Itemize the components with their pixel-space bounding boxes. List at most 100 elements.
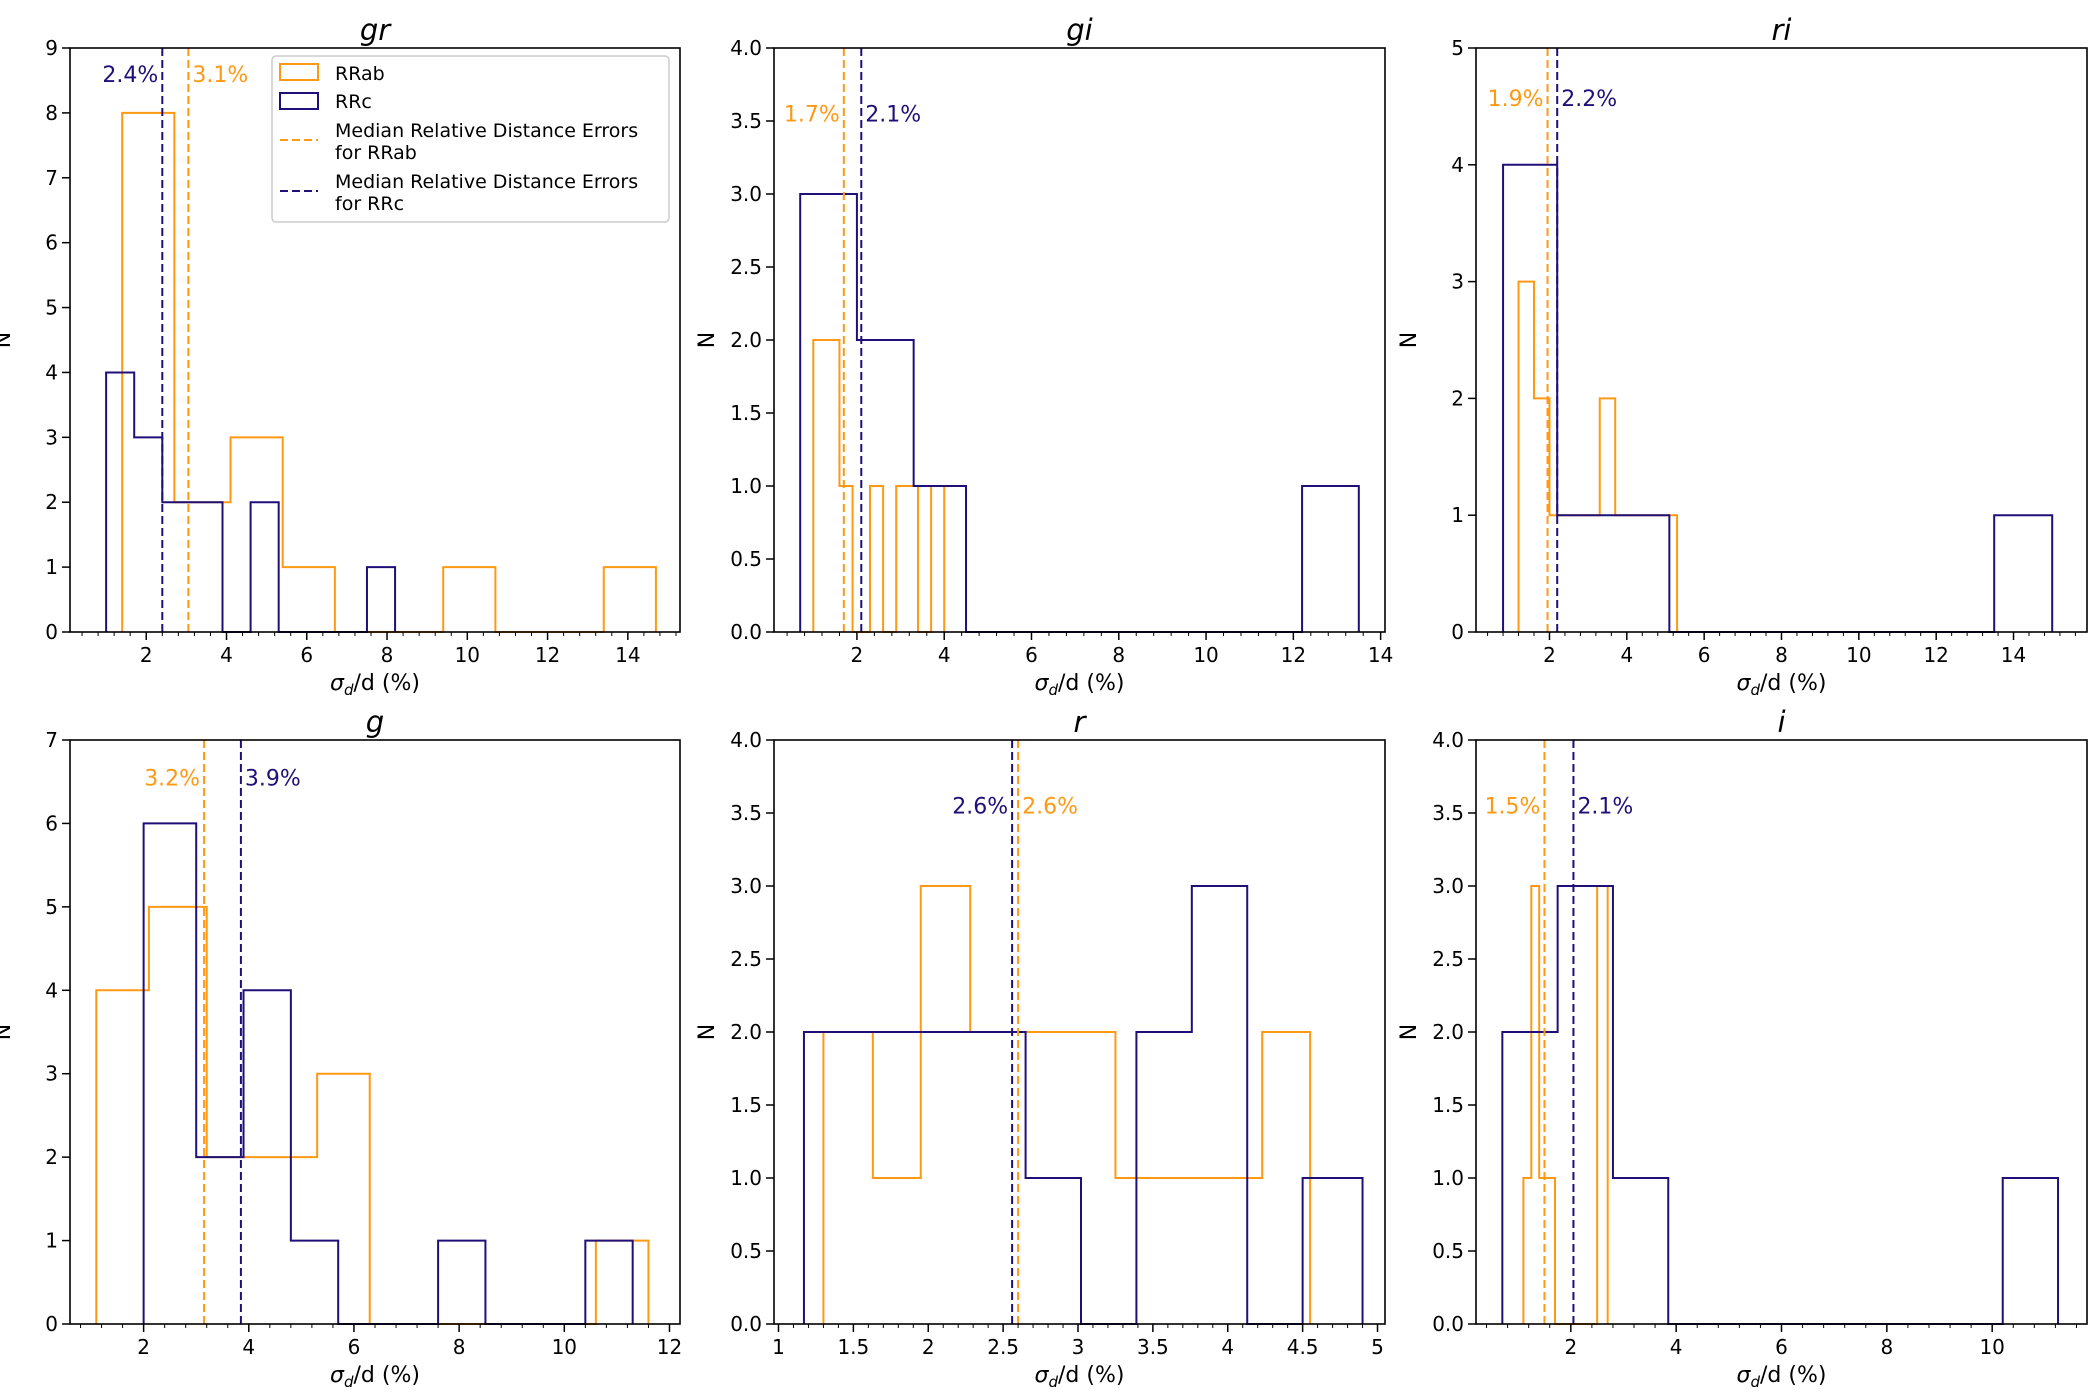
y-tick-label: 0 — [45, 620, 58, 644]
y-axis-label: N — [1397, 1024, 1422, 1040]
histogram-rrab — [1522, 885, 1609, 1325]
y-tick-label: 5 — [45, 895, 58, 919]
x-tick-label: 14 — [615, 643, 640, 667]
y-tick-label: 7 — [45, 166, 58, 190]
x-tick-label: 8 — [1880, 1335, 1893, 1359]
x-tick-label: 4 — [938, 643, 951, 667]
y-tick-label: 8 — [45, 101, 58, 125]
median-label-rrc: 2.1% — [1577, 795, 1633, 820]
y-tick-label: 1.5 — [730, 1093, 762, 1117]
y-tick-label: 3.5 — [730, 801, 762, 825]
y-tick-label: 1.5 — [730, 401, 762, 425]
axes-frame — [69, 739, 681, 1325]
y-tick-label: 1.0 — [1432, 1166, 1464, 1190]
y-tick-label: 0.5 — [730, 547, 762, 571]
y-axis-label: N — [0, 1024, 16, 1040]
y-tick-label: 1.5 — [1432, 1093, 1464, 1117]
x-tick-label: 10 — [1979, 1335, 2004, 1359]
x-tick-label: 14 — [2001, 643, 2026, 667]
y-tick-label: 4.0 — [1432, 728, 1464, 752]
x-tick-label: 10 — [455, 643, 480, 667]
median-label-rrc: 3.9% — [245, 767, 301, 792]
x-axis-label: σd/d (%) — [330, 671, 420, 699]
y-tick-label: 3.0 — [730, 874, 762, 898]
y-tick-label: 3.5 — [1432, 801, 1464, 825]
median-label-rrc: 2.1% — [865, 103, 921, 128]
y-tick-label: 0 — [1451, 620, 1464, 644]
panel-title: gr — [360, 13, 392, 47]
y-tick-label: 1.0 — [730, 474, 762, 498]
x-tick-label: 2 — [1564, 1335, 1577, 1359]
y-tick-label: 0.5 — [730, 1239, 762, 1263]
legend-swatch-rrc — [279, 92, 319, 110]
legend-box — [271, 55, 670, 223]
y-tick-label: 0 — [45, 1312, 58, 1336]
x-tick-label: 2 — [1543, 643, 1556, 667]
x-tick-label: 6 — [348, 1335, 361, 1359]
x-tick-label: 5 — [1371, 1335, 1384, 1359]
panel-title: i — [1777, 705, 1785, 739]
x-tick-label: 10 — [1193, 643, 1218, 667]
y-tick-label: 1 — [1451, 503, 1464, 527]
histogram-rrab — [1517, 280, 1679, 632]
x-tick-label: 4 — [220, 643, 233, 667]
y-axis-label: N — [0, 332, 16, 348]
y-tick-label: 4 — [45, 978, 58, 1002]
panel-title: g — [366, 705, 384, 739]
y-tick-label: 4 — [1451, 153, 1464, 177]
histogram-rrab — [95, 905, 650, 1325]
legend-label-median-rrab-2: for RRab — [335, 142, 417, 164]
x-axis-label: σd/d (%) — [1035, 1363, 1125, 1391]
y-tick-label: 0.5 — [1432, 1239, 1464, 1263]
x-axis-label: σd/d (%) — [1737, 671, 1827, 699]
histogram-rrc — [105, 371, 397, 633]
legend-label-rrab: RRab — [335, 63, 385, 85]
y-tick-label: 2 — [1451, 386, 1464, 410]
x-tick-label: 4 — [1221, 1335, 1234, 1359]
x-tick-label: 2 — [137, 1335, 150, 1359]
median-label-rrab: 1.9% — [1488, 87, 1544, 112]
histogram-rrc — [142, 822, 634, 1325]
legend-label-median-rrc: Median Relative Distance Errors — [335, 171, 638, 193]
median-label-rrab: 2.6% — [1022, 795, 1078, 820]
panel-title: ri — [1772, 13, 1792, 47]
histogram-rrc — [1502, 163, 2054, 633]
histogram-rrab — [822, 885, 1312, 1324]
y-tick-label: 1 — [45, 555, 58, 579]
x-tick-label: 10 — [1846, 643, 1871, 667]
axes-frame — [1475, 739, 2088, 1325]
legend-label-median-rrc-2: for RRc — [335, 193, 404, 215]
x-tick-label: 6 — [1775, 1335, 1788, 1359]
x-tick-label: 6 — [1025, 643, 1038, 667]
y-tick-label: 2.5 — [1432, 947, 1464, 971]
histogram-rrc — [1501, 885, 2060, 1325]
x-tick-label: 8 — [1775, 643, 1788, 667]
x-tick-label: 2 — [140, 643, 153, 667]
y-tick-label: 3.0 — [1432, 874, 1464, 898]
y-tick-label: 5 — [45, 296, 58, 320]
x-tick-label: 14 — [1368, 643, 1393, 667]
y-tick-label: 6 — [45, 811, 58, 835]
panel-r: r 2.6% 2.6% 1 1.5 2 2.5 3 3.5 4 4.5 5 0.0 0.5 1.0 1.5 2.… — [695, 705, 1386, 1391]
x-tick-label: 3 — [1072, 1335, 1085, 1359]
x-axis-label: σd/d (%) — [1737, 1363, 1827, 1391]
x-tick-label: 8 — [453, 1335, 466, 1359]
median-label-rrc: 2.4% — [102, 63, 158, 88]
x-tick-label: 12 — [1923, 643, 1948, 667]
median-label-rrc: 2.6% — [952, 795, 1008, 820]
axes-frame — [69, 47, 681, 633]
x-tick-label: 6 — [1698, 643, 1711, 667]
y-tick-label: 0.0 — [730, 620, 762, 644]
x-tick-label: 4.5 — [1287, 1335, 1319, 1359]
y-tick-label: 2.5 — [730, 947, 762, 971]
panel-i: i 1.5% 2.1% 2 4 6 8 10 0.0 0.5 1.0 1.5 2.0 2.5 3.0 3.5 4… — [1397, 705, 2088, 1391]
x-tick-label: 8 — [1112, 643, 1125, 667]
y-tick-label: 3 — [1451, 270, 1464, 294]
y-axis-label: N — [695, 332, 720, 348]
y-tick-label: 0.0 — [730, 1312, 762, 1336]
median-label-rrab: 3.1% — [192, 63, 248, 88]
